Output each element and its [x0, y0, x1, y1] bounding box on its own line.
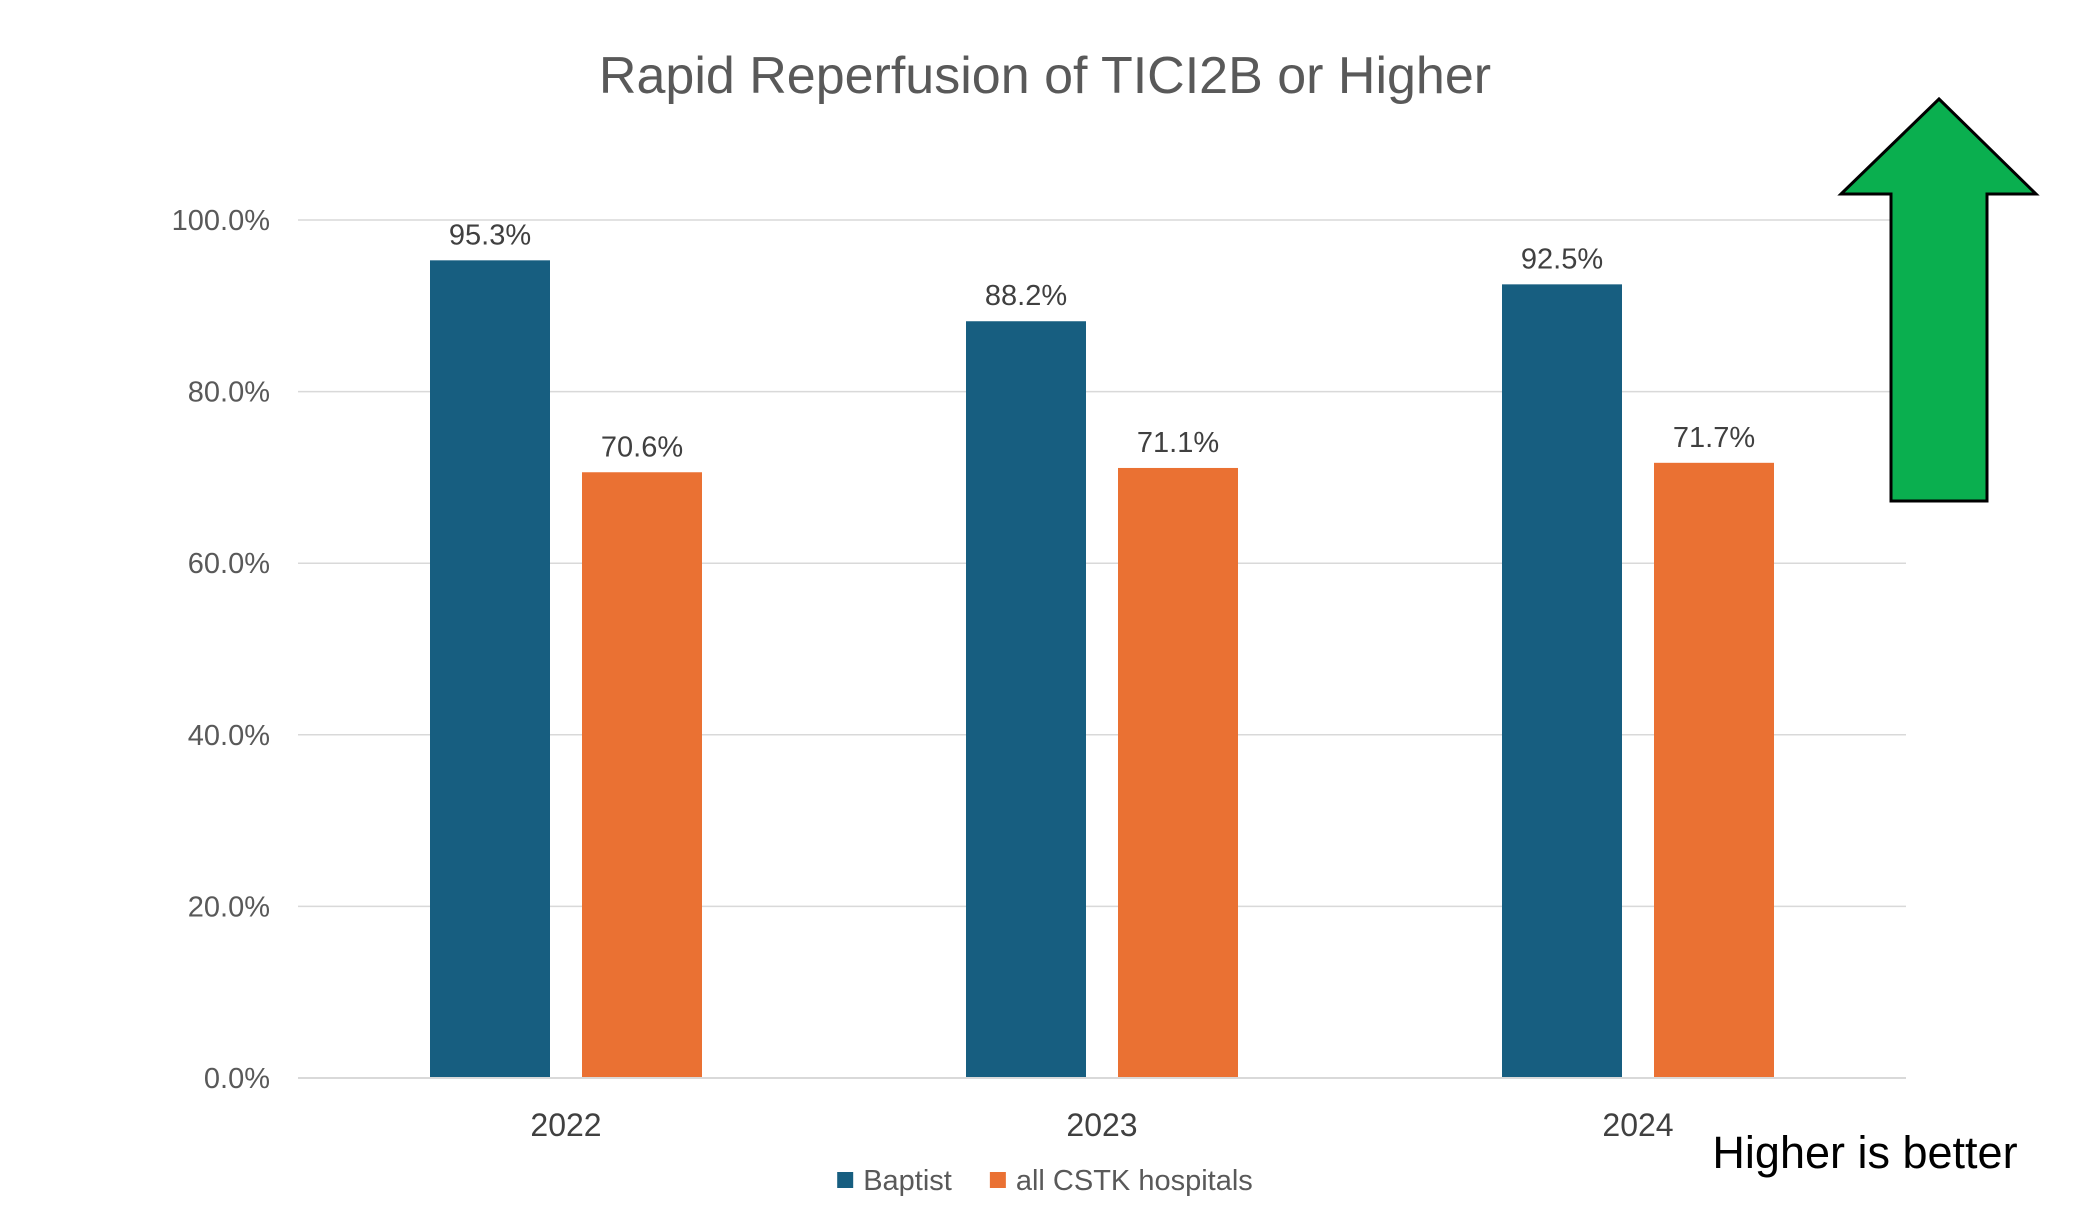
data-label: 71.7% [1673, 422, 1755, 454]
higher-is-better-note: Higher is better [1712, 1127, 2017, 1178]
legend-label: Baptist [863, 1165, 952, 1197]
data-label: 71.1% [1137, 427, 1219, 459]
data-label: 88.2% [985, 280, 1067, 312]
y-tick-label: 20.0% [188, 891, 270, 923]
y-tick-label: 80.0% [188, 377, 270, 409]
bar [1118, 467, 1238, 1078]
bar [582, 472, 702, 1078]
up-arrow-icon [1837, 96, 2040, 503]
legend: Baptist all CSTK hospitals [837, 1165, 1253, 1197]
x-tick-label: 2023 [1066, 1107, 1137, 1143]
data-label: 70.6% [601, 431, 683, 463]
bar [1502, 284, 1622, 1079]
y-tick-label: 40.0% [188, 720, 270, 752]
legend-label: all CSTK hospitals [1016, 1165, 1253, 1197]
legend-swatch [837, 1172, 854, 1188]
data-labels: 95.3% 70.6% 88.2% 71.1% 92.5% 71.7% [449, 219, 1755, 463]
y-tick-label: 0.0% [204, 1063, 270, 1095]
legend-swatch [989, 1172, 1006, 1188]
bars [430, 260, 1774, 1079]
x-axis: 2022 2023 2024 [298, 1077, 1906, 1143]
data-label: 92.5% [1521, 243, 1603, 275]
chart-title: Rapid Reperfusion of TICI2B or Higher [599, 47, 1491, 105]
x-tick-label: 2022 [530, 1107, 601, 1143]
x-tick-label: 2024 [1602, 1107, 1673, 1143]
y-tick-label: 60.0% [188, 548, 270, 580]
data-label: 95.3% [449, 219, 531, 251]
bar [966, 321, 1086, 1078]
legend-item: all CSTK hospitals [989, 1165, 1253, 1197]
legend-item: Baptist [837, 1165, 952, 1197]
y-tick-label: 100.0% [172, 205, 270, 237]
y-axis: 0.0% 20.0% 40.0% 60.0% 80.0% 100.0% [172, 205, 270, 1095]
bar [1654, 462, 1774, 1079]
bar [430, 260, 550, 1078]
